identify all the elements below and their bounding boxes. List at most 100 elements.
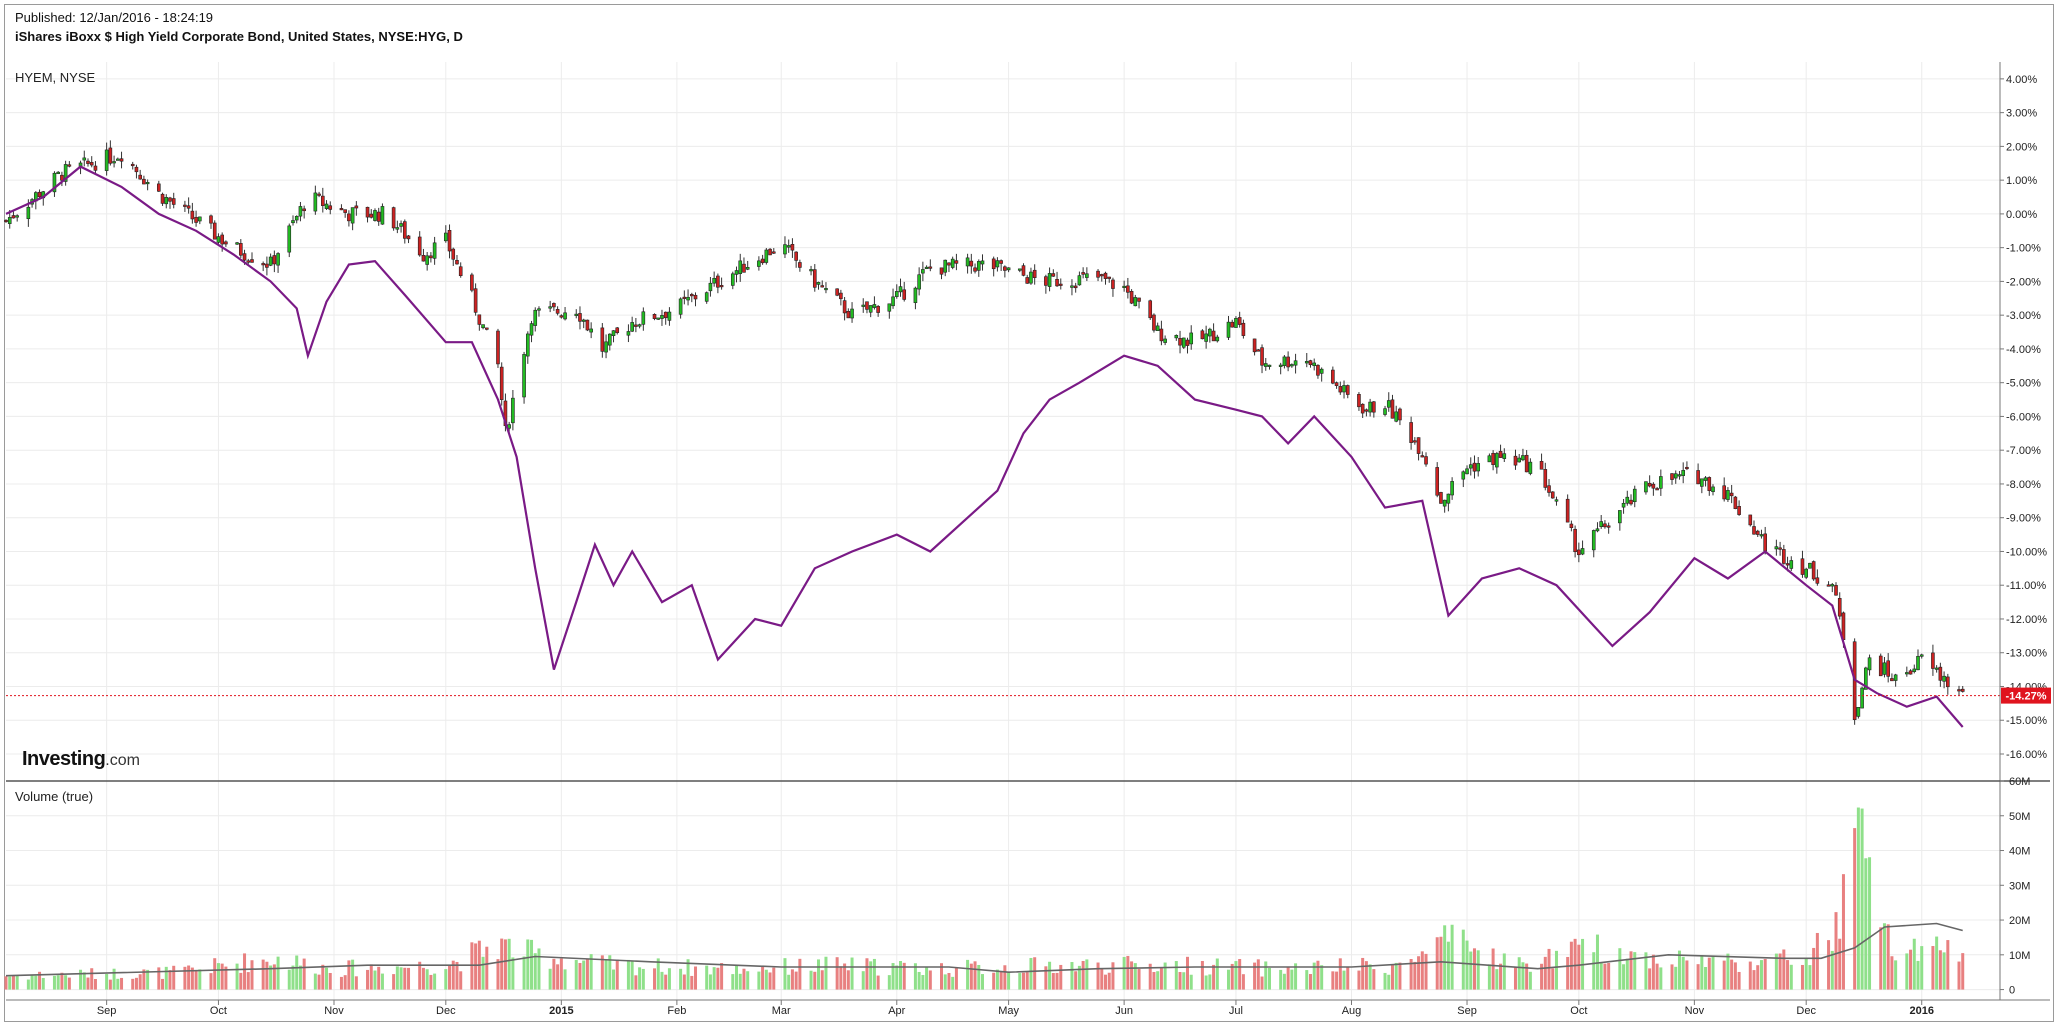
candle-down <box>839 292 843 300</box>
candle-down <box>168 197 172 202</box>
volume-tick-label: 60M <box>2009 776 2030 788</box>
candle-down <box>186 205 191 209</box>
volume-bar-up <box>783 958 787 990</box>
volume-bar-up <box>1942 952 1946 990</box>
candle-down <box>1837 598 1842 617</box>
candle-up <box>1442 499 1447 507</box>
candle-up <box>1174 335 1179 339</box>
candle-down <box>634 324 638 327</box>
volume-bar-down <box>220 963 224 990</box>
volume-bar-up <box>79 969 83 990</box>
volume-bar-up <box>1860 808 1864 990</box>
volume-bar-down <box>1566 956 1570 990</box>
candle-down <box>1334 382 1339 386</box>
volume-bar-down <box>1100 968 1104 990</box>
volume-bar-up <box>1905 953 1909 990</box>
candle-up <box>1263 363 1268 367</box>
volume-bar-down <box>1059 964 1063 990</box>
volume-bar-up <box>764 969 768 990</box>
candle-down <box>1032 269 1037 278</box>
volume-bar-down <box>1909 949 1913 990</box>
candle-down <box>939 267 944 275</box>
candle-down <box>89 162 94 166</box>
volume-bar-up <box>198 969 202 990</box>
candle-down <box>1826 584 1831 587</box>
volume-bar-down <box>1051 972 1055 990</box>
volume-bar-down <box>60 972 64 990</box>
volume-bar-down <box>448 965 452 990</box>
volume-bar-down <box>690 975 694 990</box>
candle-up <box>913 287 918 304</box>
volume-bar-up <box>287 969 291 990</box>
candle-up <box>734 270 739 275</box>
candle-up <box>56 171 60 174</box>
volume-bar-down <box>556 964 560 990</box>
volume-bar-up <box>1517 957 1521 990</box>
candle-down <box>1577 549 1581 556</box>
candle-down <box>1782 549 1786 564</box>
candle-down <box>742 263 746 273</box>
candle-up <box>824 288 828 291</box>
candle-down <box>1957 689 1961 692</box>
candle-up <box>1677 474 1682 477</box>
candle-up <box>1916 655 1920 671</box>
candle-down <box>947 262 951 266</box>
candle-up <box>112 161 116 164</box>
candle-down <box>812 269 817 288</box>
volume-bar-down <box>67 977 71 990</box>
volume-bar-up <box>1182 972 1186 990</box>
candle-up <box>1234 318 1238 328</box>
y-tick-label: 2.00% <box>2006 141 2037 153</box>
volume-bar-up <box>1174 961 1178 990</box>
volume-bar-down <box>843 963 847 990</box>
y-tick-label: -4.00% <box>2006 344 2041 356</box>
volume-bar-down <box>1838 938 1842 990</box>
candle-up <box>529 323 534 336</box>
candle-down <box>160 193 165 204</box>
candle-down <box>559 315 564 318</box>
volume-bar-down <box>302 958 306 990</box>
candle-up <box>235 242 239 245</box>
candle-up <box>1226 321 1231 338</box>
volume-bar-down <box>272 964 276 990</box>
volume-bar-down <box>1607 962 1611 990</box>
candle-down <box>224 241 228 245</box>
candle-down <box>771 251 776 254</box>
candle-down <box>1811 561 1816 580</box>
volume-bar-up <box>1700 955 1704 990</box>
volume-bar-down <box>999 971 1003 990</box>
candle-down <box>1200 330 1205 340</box>
volume-bar-up <box>1711 956 1715 990</box>
candle-up <box>481 324 485 329</box>
candle-down <box>391 207 396 229</box>
volume-bar-down <box>1786 960 1790 990</box>
y-tick-label: 1.00% <box>2006 175 2037 187</box>
volume-bar-up <box>921 975 925 990</box>
candle-up <box>1282 356 1287 366</box>
volume-bar-down <box>1670 964 1674 990</box>
volume-bar-down <box>1834 912 1838 990</box>
x-tick-label: Nov <box>1685 1005 1705 1017</box>
volume-tick-label: 40M <box>2009 846 2030 858</box>
volume-bar-down <box>1137 968 1141 990</box>
candle-up <box>1383 408 1387 415</box>
candle-down <box>1629 499 1633 505</box>
volume-tick-label: 50M <box>2009 811 2030 823</box>
candle-up <box>917 274 921 290</box>
candle-up <box>268 256 273 266</box>
volume-bar-up <box>705 965 709 990</box>
volume-bar-down <box>682 974 686 990</box>
volume-bar-down <box>742 968 746 990</box>
candle-down <box>689 294 694 297</box>
volume-bar-up <box>1592 952 1596 990</box>
volume-bar-up <box>913 963 917 990</box>
volume-bar-down <box>343 975 347 990</box>
candle-up <box>604 341 608 353</box>
candle-up <box>783 244 787 255</box>
volume-bar-down <box>1648 968 1652 990</box>
candle-down <box>1055 278 1059 287</box>
volume-bar-down <box>347 960 351 990</box>
candle-up <box>894 291 899 297</box>
volume-bar-down <box>902 962 906 990</box>
